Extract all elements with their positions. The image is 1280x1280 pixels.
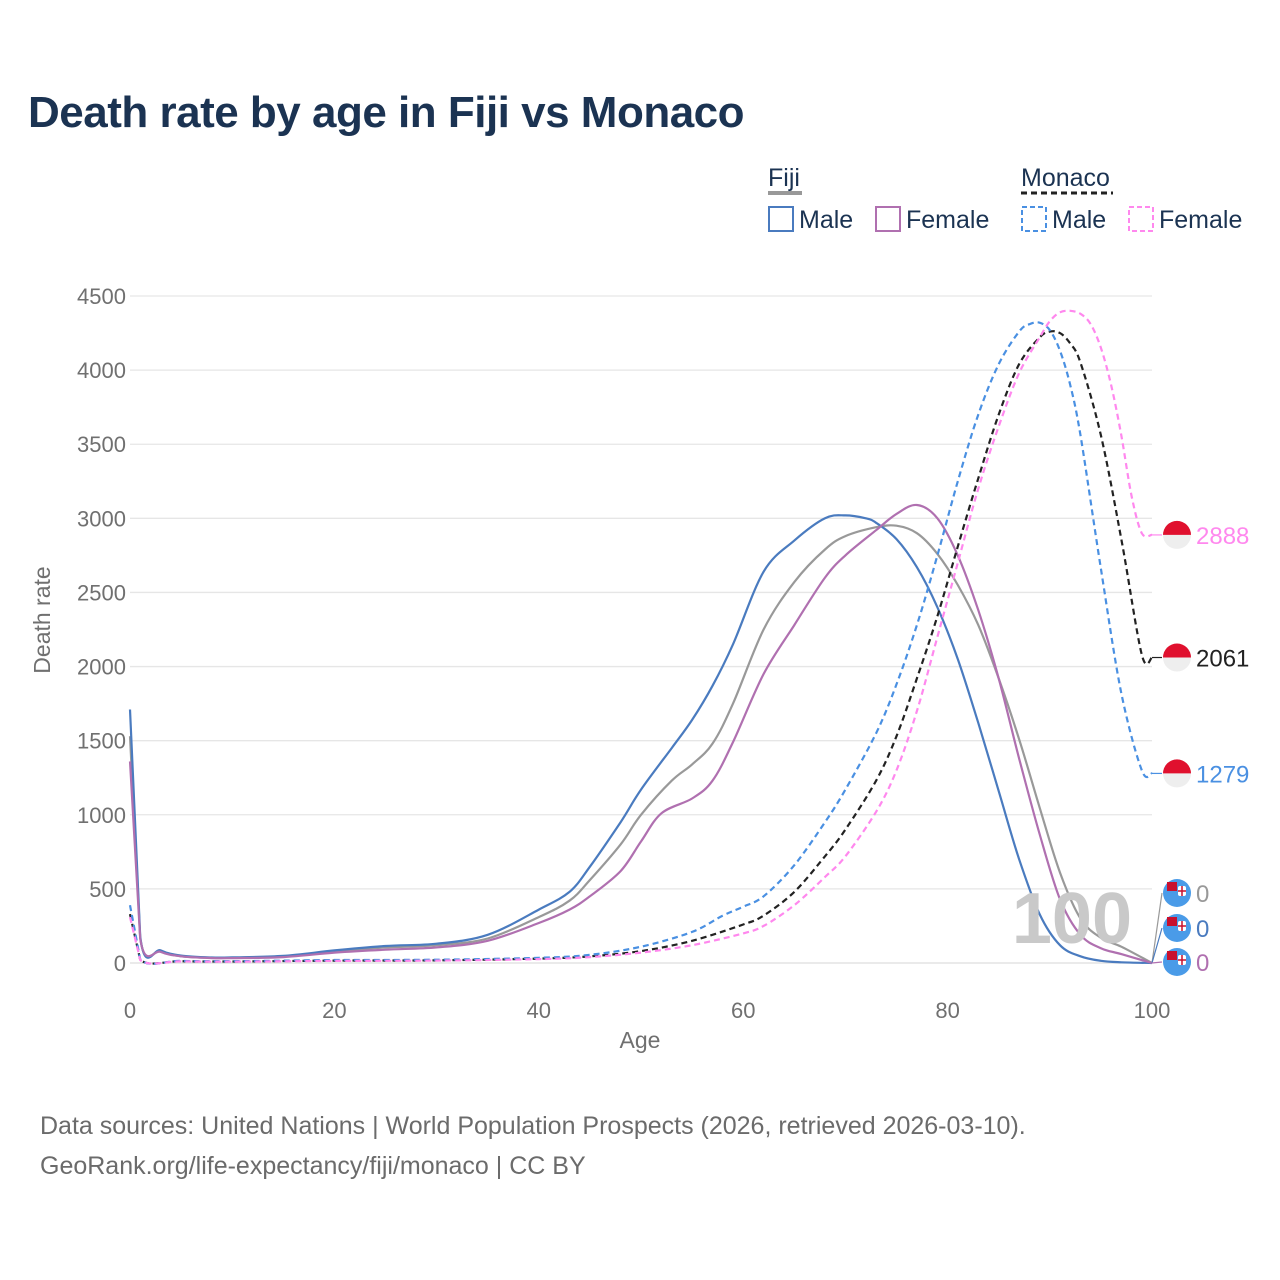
fiji-flag-cross: [1178, 921, 1186, 931]
fiji-flag-icon: [1163, 948, 1191, 976]
y-axis-title: Death rate: [29, 566, 55, 673]
fiji-flag-cross: [1178, 955, 1186, 965]
end-labels: 0 0 0 2061 1279 2888: [1151, 520, 1249, 977]
legend-group-fiji: Fiji: [768, 164, 800, 192]
legend-monaco-male-swatch[interactable]: [1021, 206, 1047, 232]
y-tick-label: 2500: [77, 580, 126, 605]
fiji-flag-cross: [1178, 886, 1186, 896]
legend-fiji-female-swatch[interactable]: [875, 206, 901, 232]
data-source-note: Data sources: United Nations | World Pop…: [40, 1112, 1026, 1140]
age-watermark: 100: [1012, 879, 1132, 959]
y-tick-label: 500: [89, 877, 126, 902]
footer: Data sources: United Nations | World Pop…: [40, 1106, 1026, 1186]
fiji-flag-icon: [1163, 914, 1191, 942]
monaco-flag-red: [1163, 759, 1191, 774]
x-tick-label: 40: [527, 998, 551, 1023]
series-layer: [128, 309, 1154, 965]
end-label-monaco-male: 1279: [1196, 761, 1249, 788]
y-tick-label: 4000: [77, 358, 126, 383]
legend-monaco-male[interactable]: Male: [1052, 206, 1106, 234]
x-tick-label: 80: [935, 998, 959, 1023]
x-tick-label: 100: [1134, 998, 1171, 1023]
legend[interactable]: Fiji Male Female Monaco Male Female: [768, 164, 1242, 234]
y-axis-ticks: 0 500 1000 1500 2000 2500 3000 3500 4000 4500: [77, 284, 126, 976]
x-axis-ticks: 0 20 40 60 80 100: [124, 998, 1170, 1023]
end-label-fiji-male: 0: [1196, 916, 1209, 943]
end-label-monaco-female: 2888: [1196, 523, 1249, 550]
source-link[interactable]: GeoRank.org/life-expectancy/fiji/monaco …: [40, 1152, 586, 1180]
fiji-flag-union: [1167, 951, 1177, 960]
y-tick-label: 1000: [77, 803, 126, 828]
fiji-flag-union: [1167, 917, 1177, 926]
y-tick-label: 3500: [77, 432, 126, 457]
end-label-fiji-total: 0: [1196, 881, 1209, 908]
end-connector-fiji-total: [1151, 892, 1163, 964]
y-tick-label: 3000: [77, 506, 126, 531]
monaco-flag-red: [1163, 520, 1191, 535]
end-connector-fiji-female: [1151, 961, 1163, 964]
end-connector-fiji-male: [1151, 927, 1163, 964]
x-tick-label: 0: [124, 998, 136, 1023]
legend-monaco-female-swatch[interactable]: [1128, 206, 1154, 232]
series-line-monaco-female[interactable]: [128, 309, 1153, 965]
legend-fiji-male[interactable]: Male: [799, 206, 853, 234]
y-tick-label: 0: [114, 951, 126, 976]
series-line-fiji-total[interactable]: [128, 524, 1153, 964]
end-label-monaco-total: 2061: [1196, 646, 1249, 673]
end-label-fiji-female: 0: [1196, 950, 1209, 977]
series-line-fiji-male[interactable]: [128, 514, 1153, 965]
legend-fiji-male-swatch[interactable]: [768, 206, 794, 232]
chart-title: Death rate by age in Fiji vs Monaco: [28, 88, 745, 137]
y-tick-label: 1500: [77, 729, 126, 754]
series-line-monaco-total[interactable]: [128, 330, 1154, 965]
fiji-flag-union: [1167, 882, 1177, 891]
legend-fiji-female[interactable]: Female: [906, 206, 989, 234]
series-line-monaco-male[interactable]: [128, 321, 1154, 965]
y-tick-label: 2000: [77, 655, 126, 680]
grid-layer: [130, 295, 1152, 964]
fiji-flag-icon: [1163, 879, 1191, 907]
legend-group-monaco: Monaco: [1021, 164, 1110, 192]
series-line-fiji-female[interactable]: [128, 503, 1153, 965]
legend-monaco-female[interactable]: Female: [1159, 206, 1242, 234]
x-tick-label: 60: [731, 998, 755, 1023]
monaco-flag-icon: [1163, 643, 1191, 672]
x-axis-title: Age: [620, 1027, 661, 1053]
monaco-flag-icon: [1163, 759, 1191, 788]
monaco-flag-red: [1163, 643, 1191, 658]
monaco-flag-icon: [1163, 520, 1191, 549]
y-tick-label: 4500: [77, 284, 126, 309]
x-tick-label: 20: [322, 998, 346, 1023]
